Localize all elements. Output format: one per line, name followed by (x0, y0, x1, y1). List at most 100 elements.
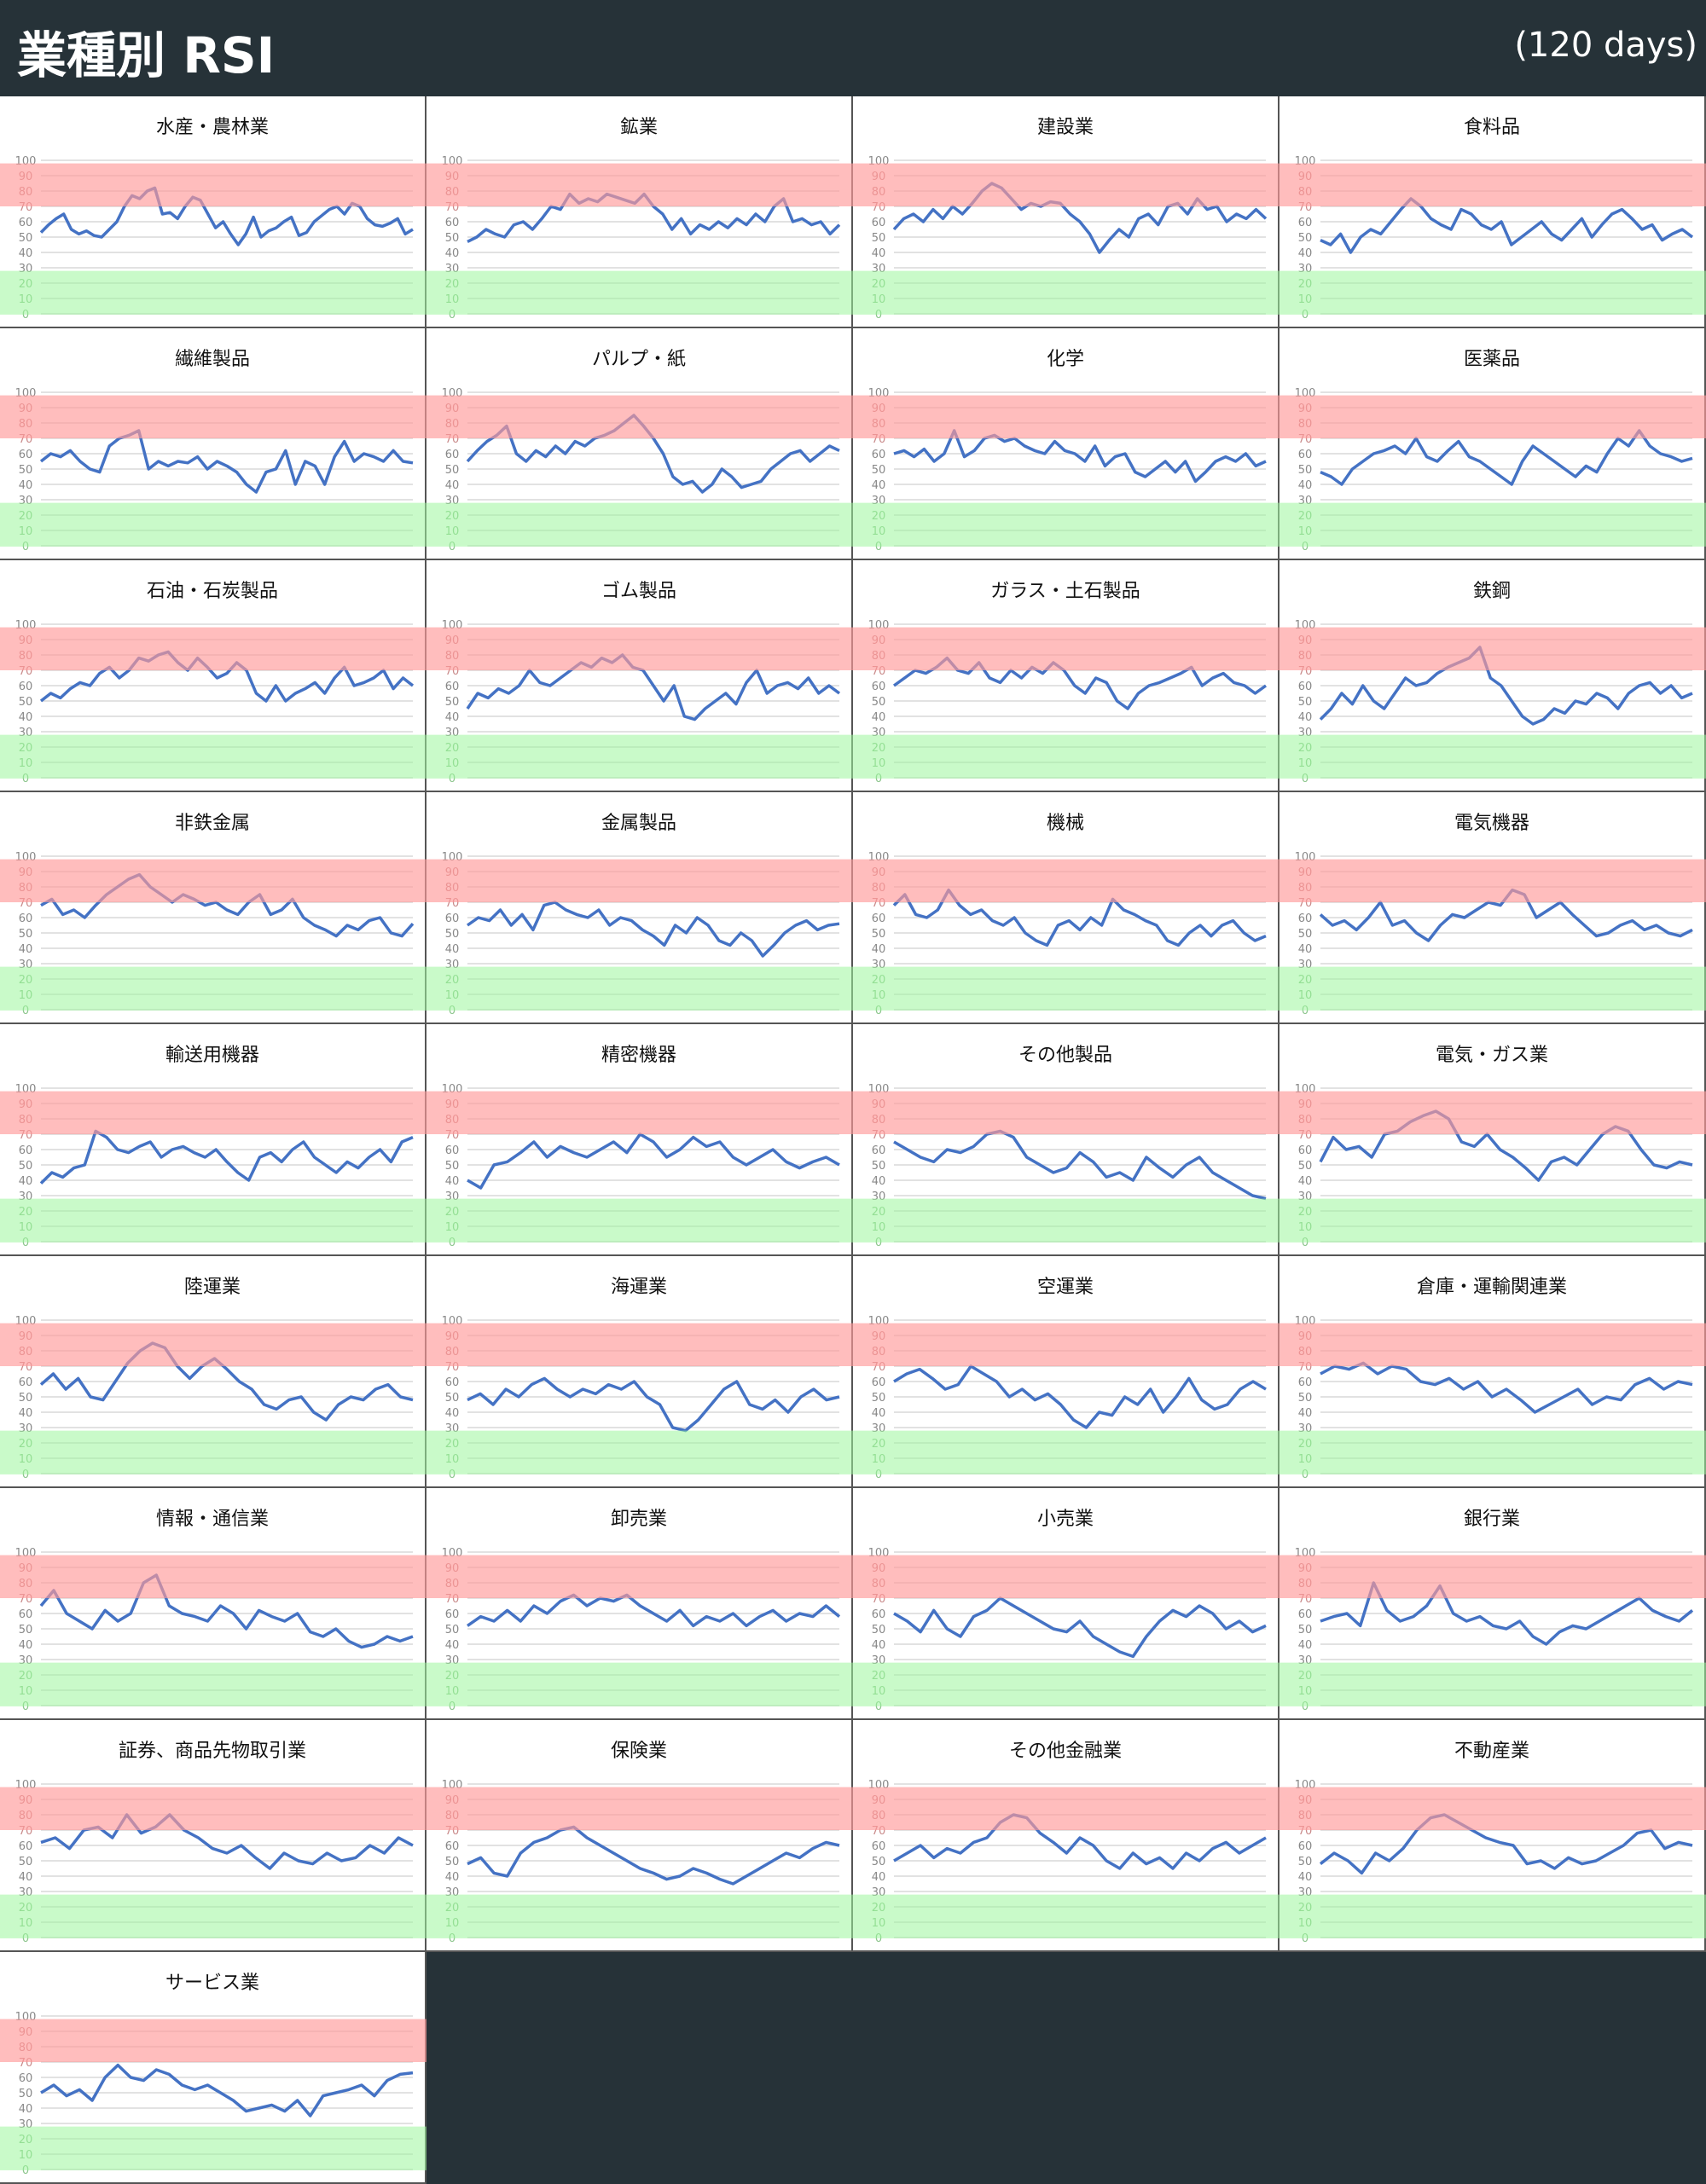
y-tick-label: 50 (1298, 464, 1313, 477)
rsi-line (40, 2063, 414, 2117)
chart-title: ゴム製品 (601, 581, 676, 602)
y-tick-label: 0 (1302, 1700, 1309, 1713)
chart-title: 不動産業 (1454, 1741, 1529, 1762)
rsi-line (466, 901, 840, 958)
chart-title: 空運業 (1036, 1277, 1094, 1298)
chart-title: 繊維製品 (174, 349, 250, 370)
y-tick-label: 40 (872, 479, 886, 492)
y-tick-label: 40 (19, 479, 33, 492)
y-tick-label: 60 (19, 1840, 33, 1853)
rsi-chart: 0102030405060708090100その他製品 (853, 1024, 1280, 1256)
y-tick-label: 60 (19, 217, 33, 229)
y-tick-label: 0 (449, 1469, 456, 1481)
overbought-band (853, 627, 1280, 670)
y-tick-label: 50 (19, 1624, 33, 1637)
oversold-band (0, 734, 426, 779)
y-tick-label: 0 (449, 541, 456, 553)
y-tick-label: 40 (445, 1175, 460, 1188)
overbought-band (1280, 1787, 1706, 1830)
rsi-chart-svg: 0102030405060708090100 (0, 851, 426, 1017)
y-tick-label: 50 (19, 464, 33, 477)
y-tick-label: 40 (19, 247, 33, 260)
chart-title: ガラス・土石製品 (990, 581, 1140, 602)
chart-title: 石油・石炭製品 (146, 581, 278, 602)
chart-title: 医薬品 (1463, 349, 1520, 370)
overbought-band (853, 1787, 1280, 1830)
overbought-band (1280, 1555, 1706, 1598)
y-tick-label: 50 (1298, 1160, 1313, 1173)
y-tick-label: 60 (872, 912, 886, 925)
overbought-band (853, 859, 1280, 902)
rsi-chart-svg: 0102030405060708090100 (426, 851, 853, 1017)
overbought-band (0, 627, 426, 670)
y-tick-label: 60 (19, 1144, 33, 1157)
rsi-chart-svg: 0102030405060708090100 (853, 851, 1280, 1017)
y-tick-label: 0 (875, 309, 882, 322)
overbought-band (0, 163, 426, 206)
y-tick-label: 40 (872, 1407, 886, 1420)
y-tick-label: 50 (1298, 1856, 1313, 1868)
y-tick-label: 50 (872, 464, 886, 477)
y-tick-label: 40 (872, 247, 886, 260)
oversold-band (1280, 734, 1706, 779)
rsi-line (39, 650, 415, 703)
rsi-chart-svg: 0102030405060708090100 (853, 387, 1280, 553)
overbought-band (426, 1091, 853, 1134)
chart-title: 電気機器 (1454, 813, 1529, 834)
y-tick-label: 0 (22, 1932, 29, 1945)
y-tick-label: 60 (445, 1840, 460, 1853)
y-tick-label: 50 (872, 1392, 886, 1405)
rsi-chart-svg: 0102030405060708090100 (0, 2011, 426, 2177)
chart-title: 銀行業 (1463, 1509, 1520, 1530)
y-tick-label: 50 (19, 696, 33, 709)
chart-title: 保険業 (610, 1741, 667, 1762)
y-tick-label: 50 (1298, 928, 1313, 941)
oversold-band (853, 270, 1280, 315)
y-tick-label: 40 (872, 1639, 886, 1652)
y-tick-label: 40 (19, 1407, 33, 1420)
y-tick-label: 40 (445, 711, 460, 724)
chart-title: パルプ・紙 (591, 349, 686, 370)
y-tick-label: 0 (1302, 1932, 1309, 1945)
rsi-chart-svg: 0102030405060708090100 (1280, 1315, 1706, 1481)
oversold-band (1280, 966, 1706, 1011)
chart-title: 化学 (1046, 349, 1084, 370)
rsi-chart-svg: 0102030405060708090100 (853, 1779, 1280, 1945)
oversold-band (0, 1430, 426, 1474)
oversold-band (853, 1198, 1280, 1243)
rsi-chart-svg: 0102030405060708090100 (853, 1083, 1280, 1249)
rsi-chart: 0102030405060708090100鉄鋼 (1280, 560, 1706, 792)
y-tick-label: 60 (445, 449, 460, 461)
rsi-chart-svg: 0102030405060708090100 (0, 1083, 426, 1249)
y-tick-label: 60 (1298, 449, 1313, 461)
overbought-band (0, 1787, 426, 1830)
oversold-band (0, 502, 426, 547)
overbought-band (853, 163, 1280, 206)
y-tick-label: 0 (1302, 1237, 1309, 1249)
oversold-band (853, 734, 1280, 779)
rsi-chart: 0102030405060708090100食料品 (1280, 96, 1706, 328)
chart-title: 食料品 (1463, 117, 1520, 138)
y-tick-label: 40 (1298, 1871, 1313, 1884)
y-tick-label: 40 (1298, 943, 1313, 956)
y-tick-label: 0 (22, 1237, 29, 1249)
oversold-band (1280, 270, 1706, 315)
y-tick-label: 60 (19, 912, 33, 925)
rsi-chart: 0102030405060708090100パルプ・紙 (426, 328, 853, 560)
rsi-line (893, 1364, 1267, 1429)
y-tick-label: 60 (1298, 1376, 1313, 1389)
overbought-band (426, 1323, 853, 1366)
chart-title: 精密機器 (601, 1045, 676, 1066)
y-tick-label: 60 (445, 1144, 460, 1157)
rsi-chart-svg: 0102030405060708090100 (426, 1083, 853, 1249)
rsi-chart: 0102030405060708090100機械 (853, 792, 1280, 1024)
rsi-chart-svg: 0102030405060708090100 (426, 387, 853, 553)
rsi-chart-svg: 0102030405060708090100 (426, 155, 853, 322)
y-tick-label: 0 (1302, 773, 1309, 785)
y-tick-label: 50 (1298, 696, 1313, 709)
rsi-chart: 0102030405060708090100不動産業 (1280, 1720, 1706, 1952)
y-tick-label: 40 (445, 943, 460, 956)
y-tick-label: 60 (1298, 217, 1313, 229)
oversold-band (853, 1662, 1280, 1706)
oversold-band (0, 2126, 426, 2170)
